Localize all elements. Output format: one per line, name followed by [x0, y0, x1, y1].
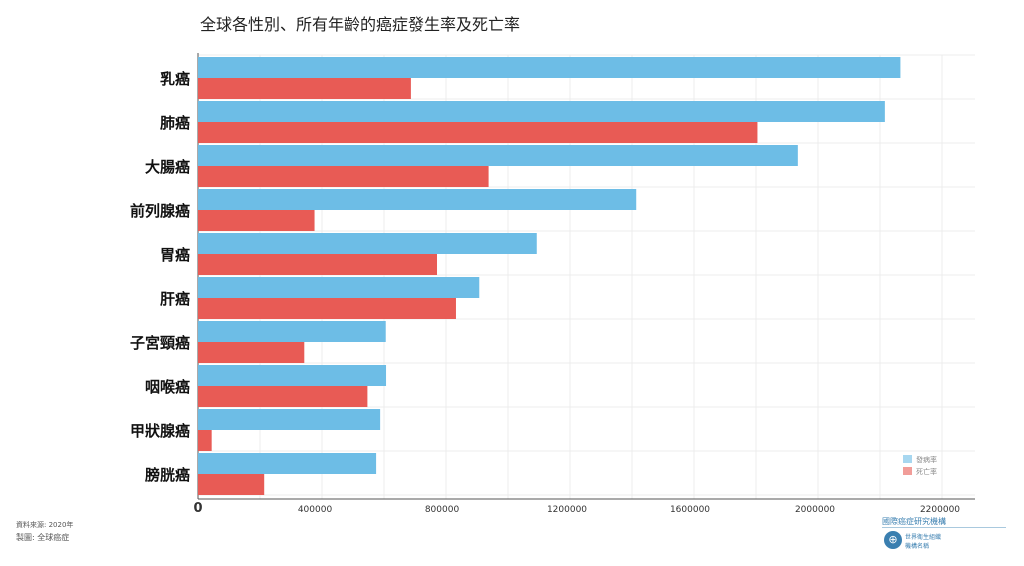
legend-label: 發病率 — [916, 455, 937, 464]
bar-mortality — [198, 298, 456, 319]
bar-mortality — [198, 122, 758, 143]
bar-incidence — [198, 145, 798, 166]
bar-incidence — [198, 101, 885, 122]
x-tick-label: 1600000 — [670, 505, 710, 515]
x-tick-labels: 0 400000 800000 1200000 1600000 2000000 220000… — [193, 501, 960, 516]
legend-swatch — [903, 467, 912, 475]
bars — [198, 57, 901, 495]
bar-incidence — [198, 365, 387, 386]
bar-incidence — [198, 321, 386, 342]
category-label: 肝癌 — [160, 290, 190, 308]
who-sublabel: 機構名稱 — [905, 543, 930, 550]
category-label: 膀胱癌 — [145, 466, 190, 484]
bar-incidence — [198, 277, 480, 298]
divider — [882, 527, 1006, 528]
bar-mortality — [198, 386, 368, 407]
bar-incidence — [198, 409, 381, 430]
x-tick-label: 400000 — [298, 505, 333, 515]
bar-mortality — [198, 166, 489, 187]
bar-incidence — [198, 189, 637, 210]
category-label: 咽喉癌 — [145, 378, 190, 396]
category-label: 乳癌 — [160, 70, 190, 88]
category-label: 子宮頸癌 — [130, 334, 190, 352]
category-label: 前列腺癌 — [130, 202, 190, 220]
bar-mortality — [198, 210, 315, 231]
bar-mortality — [198, 474, 265, 495]
x-tick-label: 1200000 — [547, 505, 587, 515]
chart-credit: 製圖: 全球癌症 — [16, 533, 70, 542]
chart-title: 全球各性別、所有年齡的癌症發生率及死亡率 — [200, 15, 520, 34]
legend-swatch — [903, 455, 912, 463]
who-label: 世界衛生組織 — [905, 534, 942, 541]
category-label: 大腸癌 — [145, 158, 190, 176]
bar-mortality — [198, 254, 438, 275]
x-tick-label: 800000 — [425, 505, 460, 515]
category-label: 肺癌 — [160, 114, 190, 132]
bar-incidence — [198, 57, 901, 78]
category-label: 胃癌 — [160, 246, 190, 264]
legend-label: 死亡率 — [916, 467, 937, 476]
bar-incidence — [198, 453, 377, 474]
bar-mortality — [198, 78, 411, 99]
x-tick-label: 0 — [193, 501, 202, 516]
bar-mortality — [198, 342, 305, 363]
source-note: 資料來源: 2020年 — [16, 521, 74, 529]
bar-incidence — [198, 233, 537, 254]
bar-mortality — [198, 430, 212, 451]
x-tick-label: 2200000 — [920, 505, 960, 515]
x-tick-label: 2000000 — [795, 505, 835, 515]
iarc-label: 國際癌症研究機構 — [882, 517, 946, 526]
who-logo-icon: ⊕ — [884, 531, 902, 549]
category-label: 甲狀腺癌 — [130, 422, 190, 440]
